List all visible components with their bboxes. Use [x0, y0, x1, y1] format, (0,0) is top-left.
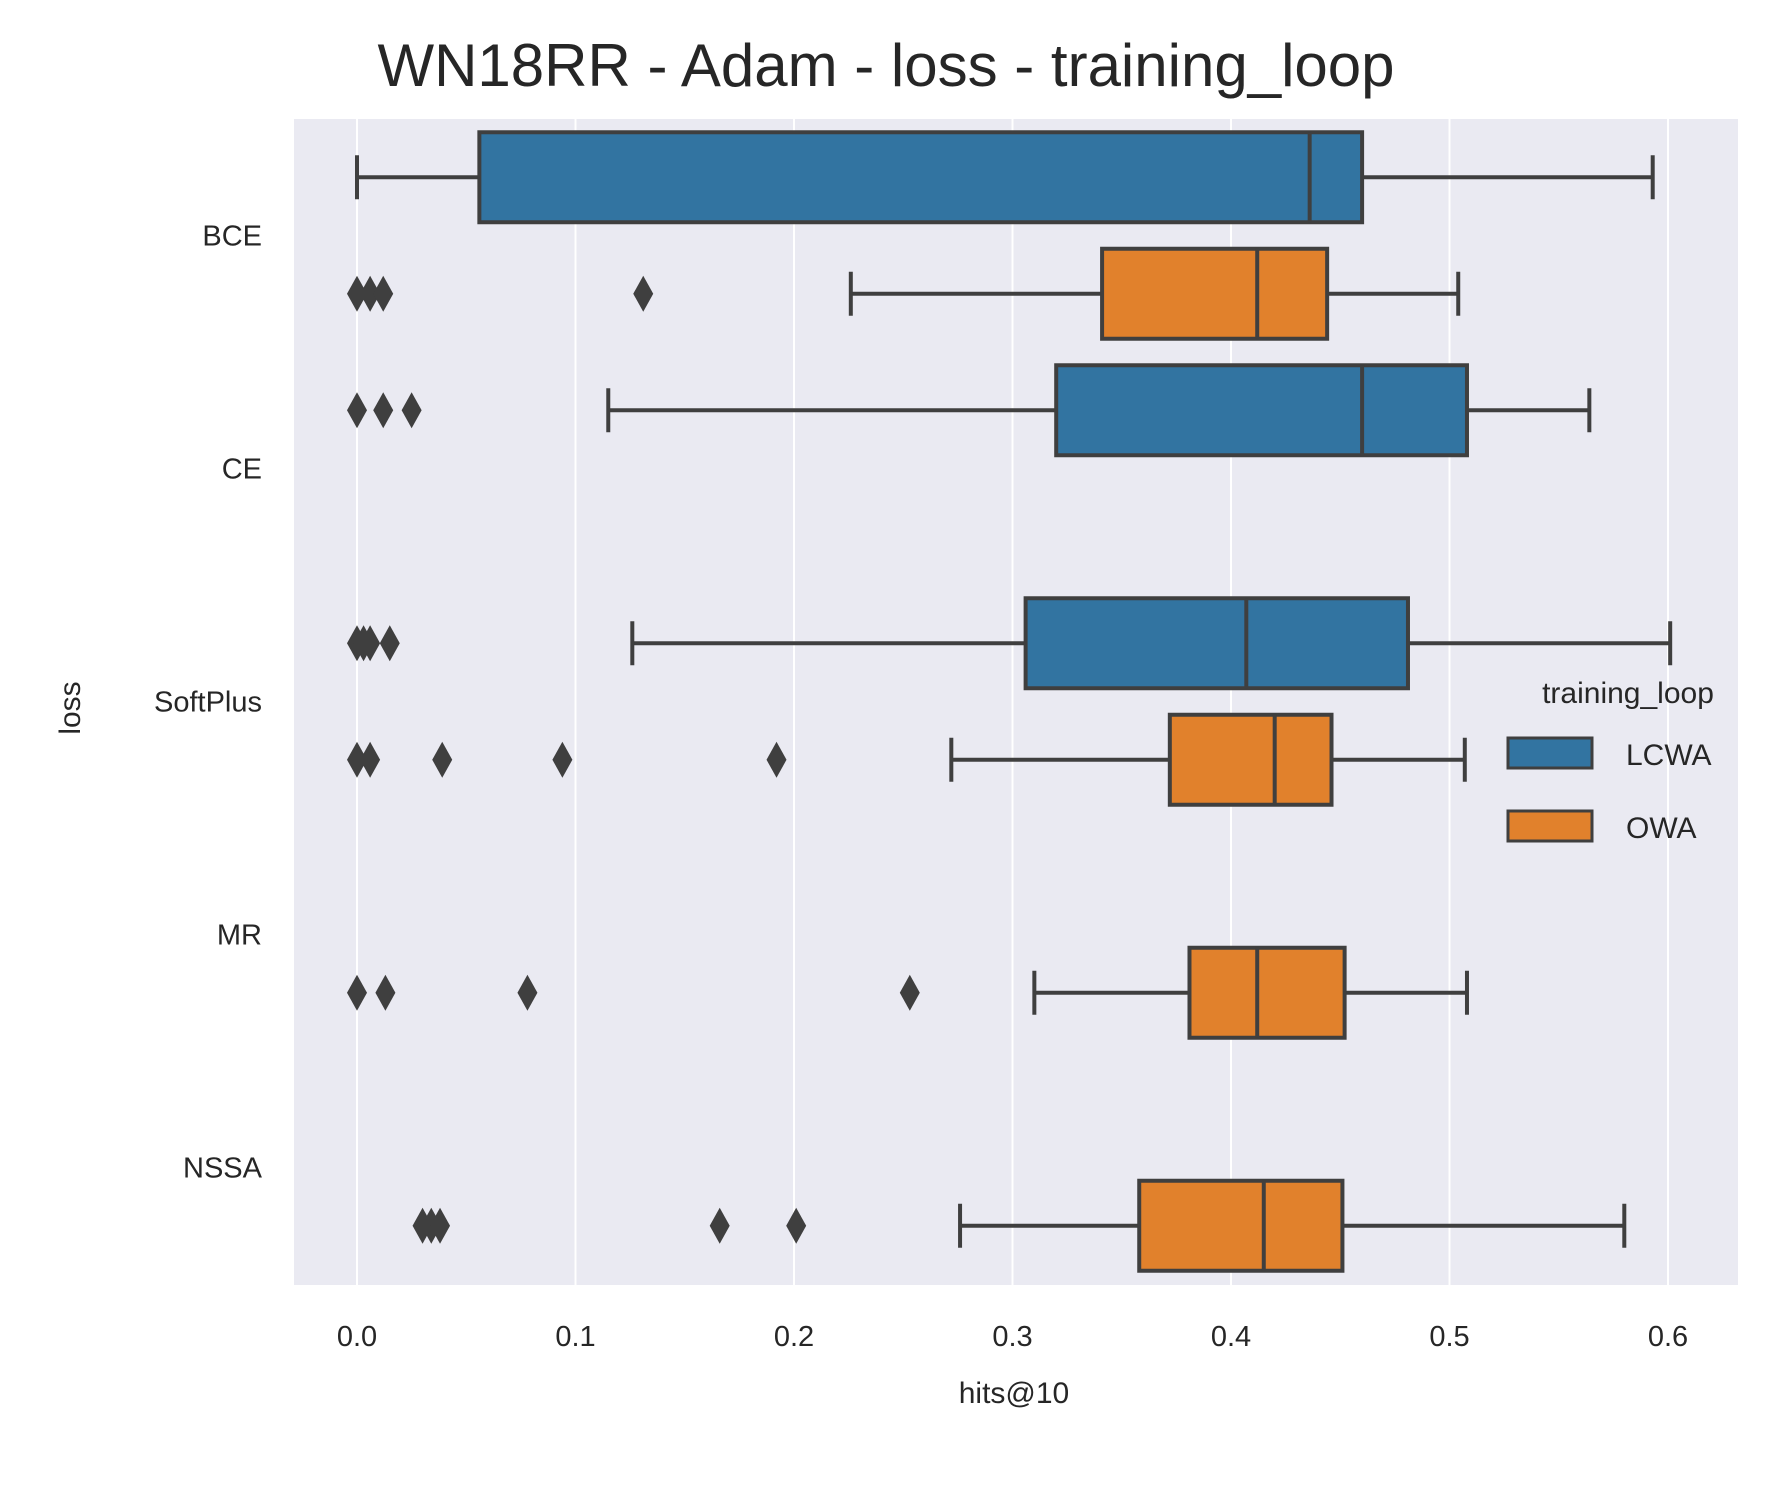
x-tick-label: 0.6: [1648, 1321, 1688, 1353]
box-iqr: [1137, 1178, 1345, 1273]
outlier-point: [709, 1207, 730, 1244]
box-iqr: [1167, 712, 1334, 807]
outlier-point: [432, 741, 453, 778]
grid: [356, 119, 1669, 1285]
outlier-point: [379, 625, 400, 662]
outlier-point: [373, 392, 394, 429]
legend-label: LCWA: [1626, 739, 1712, 772]
outlier-point: [347, 974, 367, 1011]
x-tick-label: 0.1: [555, 1321, 595, 1353]
outlier-point: [517, 974, 538, 1011]
outlier-point: [786, 1207, 807, 1244]
box-owa-softplus: [347, 712, 1467, 807]
box-iqr: [1187, 945, 1347, 1040]
y-tick-label: SoftPlus: [154, 687, 262, 719]
outlier-point: [899, 974, 920, 1011]
outlier-point: [633, 275, 654, 312]
y-tick-labels: BCE CE SoftPlus MR NSSA: [154, 221, 263, 1185]
outlier-point: [347, 741, 367, 778]
outlier-point: [430, 1207, 451, 1244]
outlier-point: [375, 974, 396, 1011]
box-iqr: [1023, 596, 1410, 691]
y-axis-label: loss: [54, 681, 87, 734]
x-tick-label: 0.5: [1429, 1321, 1469, 1353]
outlier-point: [552, 741, 573, 778]
outlier-point: [360, 625, 381, 662]
legend: training_loop LCWA OWA: [1506, 677, 1714, 845]
x-tick-label: 0.3: [992, 1321, 1032, 1353]
outlier-point: [766, 741, 787, 778]
box-lcwa-bce: [355, 130, 1655, 225]
box-owa-nssa: [412, 1178, 1627, 1273]
legend-swatch: [1506, 809, 1594, 843]
legend-label: OWA: [1626, 812, 1697, 845]
x-tick-label: 0.4: [1211, 1321, 1251, 1353]
x-tick-label: 0.2: [774, 1321, 814, 1353]
x-tick-labels: 0.0 0.1 0.2 0.3 0.4 0.5 0.6: [337, 1321, 1688, 1353]
box-lcwa-softplus: [347, 596, 1673, 691]
plot-area: [294, 119, 1738, 1285]
outlier-point: [347, 275, 367, 312]
y-tick-label: MR: [217, 920, 262, 952]
boxes: [347, 130, 1673, 1273]
y-tick-label: BCE: [202, 221, 262, 253]
x-axis-label: hits@10: [959, 1377, 1070, 1410]
box-iqr: [1100, 246, 1330, 341]
box-iqr: [1054, 363, 1469, 458]
outlier-point: [360, 741, 381, 778]
box-owa-mr: [347, 945, 1469, 1040]
legend-title: training_loop: [1542, 677, 1714, 710]
x-tick-label: 0.0: [337, 1321, 377, 1353]
outlier-point: [347, 392, 367, 429]
y-tick-label: NSSA: [183, 1153, 263, 1185]
outlier-point: [401, 392, 422, 429]
box-owa-bce: [347, 246, 1461, 341]
legend-swatch: [1506, 736, 1594, 770]
box-iqr: [477, 130, 1365, 225]
outlier-point: [373, 275, 394, 312]
chart-title: WN18RR - Adam - loss - training_loop: [377, 32, 1394, 99]
box-lcwa-ce: [347, 363, 1592, 458]
outlier-point: [360, 275, 381, 312]
y-tick-label: CE: [222, 454, 262, 486]
